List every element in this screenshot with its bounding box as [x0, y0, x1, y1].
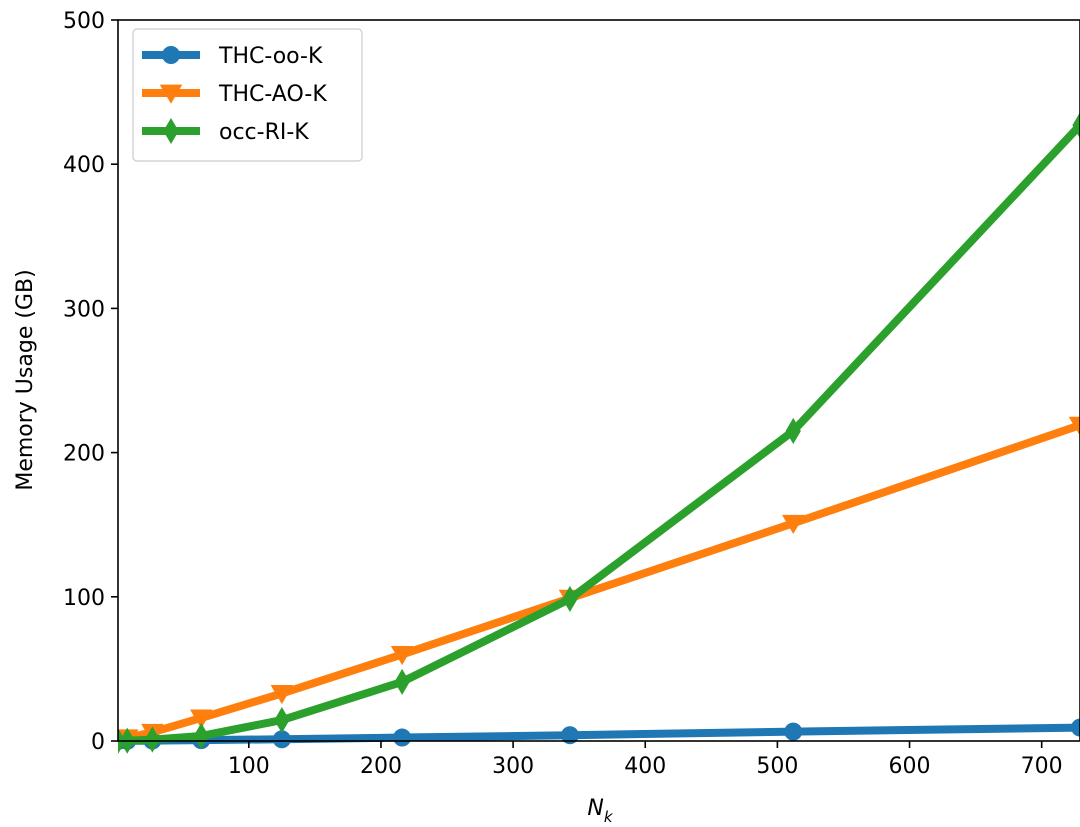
- x-axis-label: Nk: [587, 796, 613, 826]
- plot-frame: [117, 19, 1080, 742]
- legend-marker-2: [163, 117, 179, 145]
- data-point-2-4: [274, 707, 290, 734]
- x-tick-label-2: 300: [492, 754, 534, 779]
- legend-label-2: occ-RI-K: [219, 120, 309, 145]
- legend-marker-0: [162, 46, 180, 64]
- data-point-1-8: [1068, 416, 1080, 436]
- series-line-1: [118, 421, 1080, 745]
- x-tick-label-3: 400: [624, 754, 666, 779]
- data-point-0-7: [784, 722, 803, 741]
- legend-marker-1: [159, 84, 183, 104]
- data-point-1-5: [390, 646, 414, 666]
- data-point-2-3: [193, 722, 209, 750]
- data-point-0-6: [560, 726, 579, 745]
- x-tick-label-0: 100: [228, 754, 270, 779]
- y-tick-label-1: 100: [63, 586, 105, 611]
- ticks: 100 200 300 400 500 600 700 0 100 200 300 400 500: [63, 9, 1063, 779]
- y-tick-label-3: 300: [63, 297, 105, 322]
- data-point-2-6: [562, 585, 578, 613]
- data-point-2-2: [144, 726, 161, 753]
- data-point-2-5: [394, 668, 410, 695]
- series-layer: [118, 112, 1080, 755]
- data-point-1-7: [782, 514, 805, 534]
- y-axis-label: Memory Usage (GB): [13, 269, 38, 490]
- x-axis-label-main: N: [587, 796, 603, 821]
- legend: THC-oo-K THC-AO-K occ-RI-K: [132, 28, 363, 162]
- series-2: [118, 112, 1080, 755]
- data-point-0-4: [272, 730, 291, 749]
- x-tick-label-4: 500: [756, 754, 798, 779]
- x-axis-label-subscript: k: [604, 808, 614, 826]
- y-tick-label-4: 400: [63, 153, 105, 178]
- y-tick-label-5: 500: [63, 9, 105, 34]
- data-point-1-3: [190, 709, 213, 729]
- data-point-0-8: [1071, 718, 1080, 737]
- x-tick-label-1: 200: [360, 754, 402, 779]
- series-line-0: [118, 723, 1080, 745]
- data-point-2-8: [1072, 112, 1080, 139]
- data-point-2-7: [785, 417, 801, 445]
- data-point-1-4: [270, 684, 294, 705]
- legend-label-1: THC-AO-K: [218, 82, 327, 107]
- y-tick-label-2: 200: [63, 442, 105, 467]
- series-line-2: [118, 122, 1080, 745]
- y-tick-label-0: 0: [91, 730, 105, 755]
- axes: [117, 19, 1080, 742]
- legend-label-0: THC-oo-K: [218, 44, 323, 69]
- data-point-0-5: [393, 728, 412, 747]
- x-tick-label-5: 600: [889, 754, 931, 779]
- x-tick-label-6: 700: [1021, 754, 1063, 779]
